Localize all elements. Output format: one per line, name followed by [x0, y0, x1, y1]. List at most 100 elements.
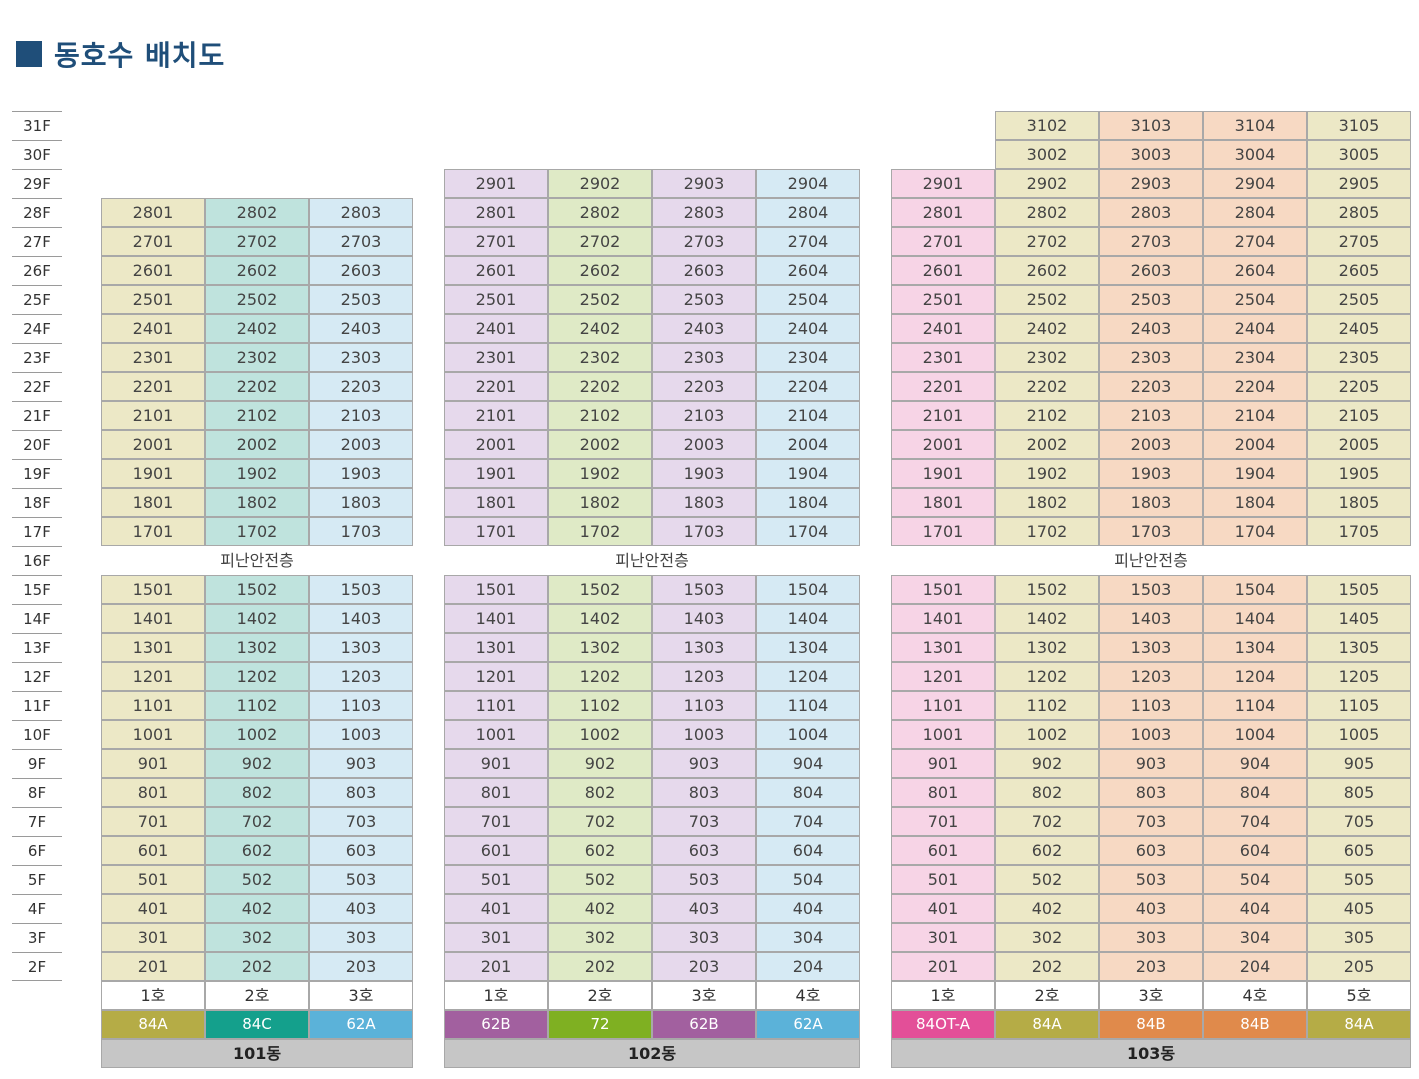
floor-label: 18F — [12, 488, 62, 517]
unit-cell: 2103 — [652, 401, 756, 430]
unit-cell: 2102 — [205, 401, 309, 430]
unit-cell: 2403 — [652, 314, 756, 343]
floor-label: 2F — [12, 952, 62, 981]
unit-cell: 1804 — [756, 488, 860, 517]
unit-cell: 2601 — [101, 256, 205, 285]
line-number-label: 2호 — [548, 981, 652, 1010]
floor-label: 9F — [12, 749, 62, 778]
unit-cell: 602 — [205, 836, 309, 865]
unit-cell: 2704 — [756, 227, 860, 256]
unit-cell: 2801 — [891, 198, 995, 227]
unit-cell: 901 — [101, 749, 205, 778]
unit-cell: 2801 — [444, 198, 548, 227]
unit-cell: 903 — [1099, 749, 1203, 778]
unit-cell: 2602 — [205, 256, 309, 285]
unit-cell: 202 — [995, 952, 1099, 981]
floor-label: 24F — [12, 314, 62, 343]
floor-label: 21F — [12, 401, 62, 430]
unit-cell: 1304 — [756, 633, 860, 662]
unit-cell: 2403 — [1099, 314, 1203, 343]
unit-cell: 2601 — [444, 256, 548, 285]
unit-cell: 1802 — [995, 488, 1099, 517]
unit-cell: 2401 — [891, 314, 995, 343]
unit-cell: 2503 — [652, 285, 756, 314]
unit-cell: 1203 — [1099, 662, 1203, 691]
unit-cell: 2601 — [891, 256, 995, 285]
unit-cell: 2103 — [1099, 401, 1203, 430]
unit-cell: 1201 — [101, 662, 205, 691]
unit-cell: 1102 — [548, 691, 652, 720]
unit-cell: 402 — [995, 894, 1099, 923]
unit-cell: 2502 — [995, 285, 1099, 314]
unit-cell: 2104 — [756, 401, 860, 430]
unit-cell: 602 — [548, 836, 652, 865]
unit-cell: 905 — [1307, 749, 1411, 778]
floor-label: 11F — [12, 691, 62, 720]
unit-cell: 2602 — [548, 256, 652, 285]
unit-cell: 1504 — [1203, 575, 1307, 604]
unit-cell: 2901 — [891, 169, 995, 198]
unit-cell: 1504 — [756, 575, 860, 604]
unit-cell: 2702 — [205, 227, 309, 256]
unit-cell: 2603 — [309, 256, 413, 285]
unit-type-badge: 62B — [444, 1010, 548, 1039]
unit-cell: 2903 — [652, 169, 756, 198]
floor-label: 30F — [12, 140, 62, 169]
unit-cell: 1801 — [101, 488, 205, 517]
unit-cell: 1801 — [444, 488, 548, 517]
unit-cell: 902 — [205, 749, 309, 778]
unit-cell: 2703 — [309, 227, 413, 256]
unit-cell: 504 — [1203, 865, 1307, 894]
unit-cell: 1902 — [205, 459, 309, 488]
unit-cell: 2802 — [205, 198, 309, 227]
unit-cell: 1805 — [1307, 488, 1411, 517]
unit-cell: 2201 — [444, 372, 548, 401]
unit-cell: 1203 — [652, 662, 756, 691]
unit-cell: 1303 — [309, 633, 413, 662]
unit-cell: 804 — [756, 778, 860, 807]
floor-label: 4F — [12, 894, 62, 923]
floor-label: 19F — [12, 459, 62, 488]
unit-type-badge: 62A — [756, 1010, 860, 1039]
unit-cell: 304 — [1203, 923, 1307, 952]
unit-cell: 1101 — [101, 691, 205, 720]
unit-cell: 2301 — [891, 343, 995, 372]
unit-cell: 1005 — [1307, 720, 1411, 749]
unit-cell: 1903 — [1099, 459, 1203, 488]
line-number-label: 3호 — [1099, 981, 1203, 1010]
unit-cell: 2303 — [309, 343, 413, 372]
unit-cell: 1803 — [1099, 488, 1203, 517]
unit-cell: 2402 — [548, 314, 652, 343]
unit-cell: 1804 — [1203, 488, 1307, 517]
unit-cell: 1104 — [1203, 691, 1307, 720]
unit-cell: 1101 — [444, 691, 548, 720]
unit-cell: 303 — [309, 923, 413, 952]
unit-cell: 501 — [891, 865, 995, 894]
unit-cell: 2701 — [891, 227, 995, 256]
floor-label: 5F — [12, 865, 62, 894]
unit-cell: 1202 — [548, 662, 652, 691]
unit-cell: 203 — [1099, 952, 1203, 981]
unit-cell: 902 — [548, 749, 652, 778]
unit-type-badge: 84B — [1099, 1010, 1203, 1039]
unit-cell: 3103 — [1099, 111, 1203, 140]
unit-cell: 1401 — [891, 604, 995, 633]
unit-cell: 1802 — [548, 488, 652, 517]
unit-cell: 1501 — [891, 575, 995, 604]
line-number-label: 1호 — [101, 981, 205, 1010]
unit-cell: 2503 — [1099, 285, 1203, 314]
floor-label: 26F — [12, 256, 62, 285]
unit-type-badge: 84C — [205, 1010, 309, 1039]
unit-cell: 2001 — [891, 430, 995, 459]
unit-cell: 1702 — [995, 517, 1099, 546]
unit-cell: 2501 — [891, 285, 995, 314]
unit-cell: 2602 — [995, 256, 1099, 285]
unit-cell: 2002 — [548, 430, 652, 459]
unit-cell: 1404 — [1203, 604, 1307, 633]
unit-cell: 1003 — [309, 720, 413, 749]
unit-cell: 401 — [101, 894, 205, 923]
unit-cell: 2101 — [891, 401, 995, 430]
unit-cell: 205 — [1307, 952, 1411, 981]
unit-cell: 803 — [652, 778, 756, 807]
unit-cell: 2405 — [1307, 314, 1411, 343]
